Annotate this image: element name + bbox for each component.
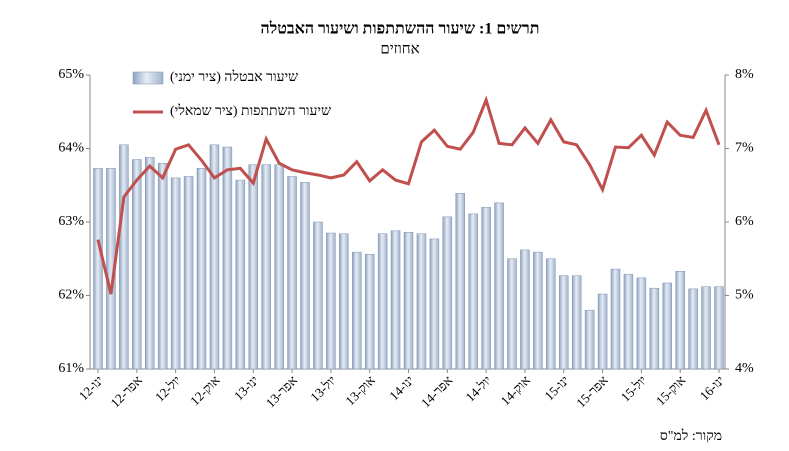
x-tick-label: ינו-12 (76, 373, 107, 404)
bar (300, 182, 310, 370)
bar (597, 293, 608, 370)
x-tick-label: אוק-12 (187, 372, 223, 408)
x-tick-label: יול-15 (618, 373, 650, 405)
bar (429, 238, 440, 370)
y2-tick-label: 5% (735, 288, 754, 303)
bar (714, 286, 724, 370)
legend-label: שיעור אבטלה (ציר ימני) (170, 69, 298, 85)
bar (403, 232, 414, 370)
chart-title: תרשים 1: שיעור ההשתתפות ושיעור האבטלה (261, 20, 540, 38)
bar (339, 233, 349, 370)
x-tick-label: יול-13 (307, 373, 339, 405)
bar (442, 216, 453, 370)
bar (157, 162, 168, 370)
bar (274, 164, 284, 370)
bar (533, 251, 543, 370)
x-tick-label: ינו-13 (231, 373, 262, 404)
bar (559, 275, 569, 370)
bar (520, 249, 530, 370)
bar (649, 287, 660, 370)
bar (701, 286, 711, 370)
legend-label: שיעור השתתפות (ציר שמאלי) (170, 103, 331, 119)
chart-subtitle: אחוזים (380, 41, 419, 57)
bar (455, 193, 465, 370)
x-tick-label: אוק-15 (653, 372, 689, 408)
x-tick-label: יול-14 (462, 373, 494, 405)
bar (390, 230, 401, 370)
bar (688, 288, 698, 370)
y2-tick-label: 6% (735, 214, 754, 229)
y-tick-label: 63% (58, 214, 84, 229)
x-tick-label: אפר-13 (263, 372, 301, 410)
line-series (96, 95, 721, 295)
bar (313, 221, 323, 370)
source-note: מקור: למ"ס (660, 428, 722, 444)
bar (571, 275, 582, 370)
legend-swatch (132, 71, 164, 85)
y-tick-label: 64% (58, 141, 84, 156)
bar (364, 254, 375, 370)
bar (623, 273, 634, 370)
bar (584, 309, 595, 370)
bar (326, 232, 336, 370)
y2-tick-label: 4% (735, 361, 754, 376)
bar (287, 176, 297, 370)
x-tick-label: אוק-14 (498, 372, 534, 408)
bar (675, 270, 685, 370)
x-tick-label: אפר-14 (418, 372, 456, 410)
bar (507, 258, 517, 370)
x-tick-label: ינו-14 (386, 373, 417, 404)
bar (352, 251, 362, 370)
bar (546, 258, 556, 370)
y2-tick-label: 7% (735, 141, 754, 156)
bar (377, 233, 388, 370)
bar (261, 164, 271, 370)
bar (145, 157, 155, 370)
bar (132, 159, 142, 370)
y-tick-label: 61% (58, 361, 84, 376)
bar (235, 179, 246, 370)
x-tick-label: אפר-12 (107, 372, 145, 410)
bar (93, 168, 103, 370)
bar (662, 282, 672, 370)
bar (468, 213, 478, 370)
bar (119, 144, 129, 370)
bar (416, 233, 427, 370)
y-tick-label: 65% (58, 67, 84, 82)
x-tick-label: ינו-15 (541, 373, 572, 404)
x-tick-label: יול-12 (152, 373, 184, 405)
bar (183, 176, 194, 370)
y2-tick-label: 8% (735, 67, 754, 82)
bar (636, 277, 647, 370)
x-tick-label: ינו-16 (697, 373, 728, 404)
bar (170, 177, 181, 370)
bar (481, 207, 491, 370)
x-tick-label: אפר-15 (573, 372, 611, 410)
y-tick-label: 62% (58, 288, 84, 303)
x-tick-label: אוק-13 (342, 372, 378, 408)
bar (610, 268, 621, 370)
bar (196, 168, 207, 370)
bar (248, 164, 258, 370)
bar (494, 202, 504, 370)
bar (222, 146, 233, 370)
